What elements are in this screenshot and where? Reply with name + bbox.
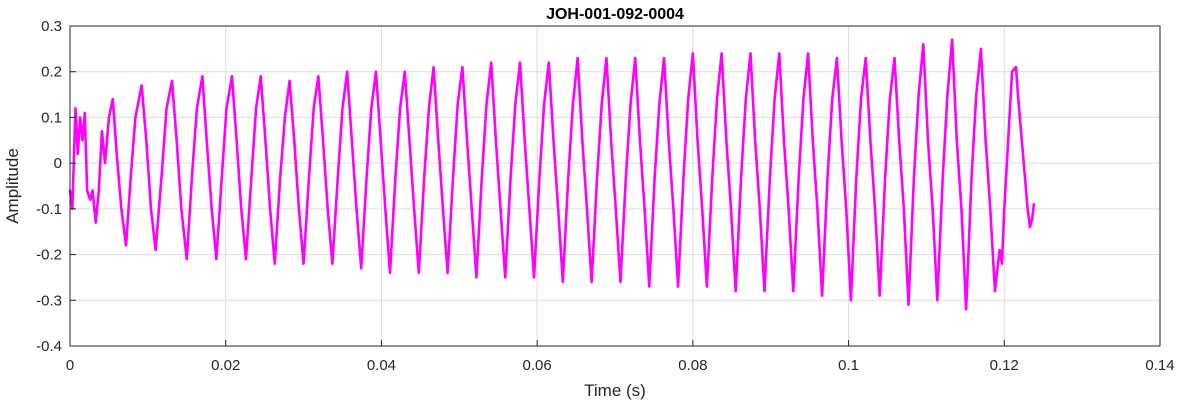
x-tick-label: 0.1	[838, 357, 859, 374]
y-tick-label: 0.2	[41, 64, 62, 81]
y-tick-label: 0	[54, 155, 62, 172]
y-tick-label: 0.1	[41, 109, 62, 126]
x-axis-label: Time (s)	[584, 381, 646, 400]
x-tick-label: 0.04	[367, 357, 396, 374]
y-tick-label: -0.1	[36, 201, 62, 218]
x-tick-label: 0.06	[523, 357, 552, 374]
y-tick-label: -0.4	[36, 338, 62, 355]
x-tick-label: 0	[66, 357, 74, 374]
x-tick-label: 0.02	[211, 357, 240, 374]
x-tick-label: 0.08	[678, 357, 707, 374]
series-layer	[68, 38, 1036, 311]
y-tick-label: 0.3	[41, 18, 62, 35]
axis-ticks: 0 0.02 0.04 0.06 0.08 0.1 0.12 0.14 -0.4 -0.3 -0.2…	[36, 18, 1174, 374]
series-line-1	[68, 38, 1036, 311]
y-tick-label: -0.3	[36, 292, 62, 309]
x-tick-label: 0.12	[990, 357, 1019, 374]
y-axis-label: Amplitude	[3, 148, 22, 224]
chart-title: JOH-001-092-0004	[546, 6, 684, 23]
x-tick-label: 0.14	[1145, 357, 1174, 374]
y-tick-label: -0.2	[36, 247, 62, 264]
plot-frame	[69, 25, 1161, 347]
